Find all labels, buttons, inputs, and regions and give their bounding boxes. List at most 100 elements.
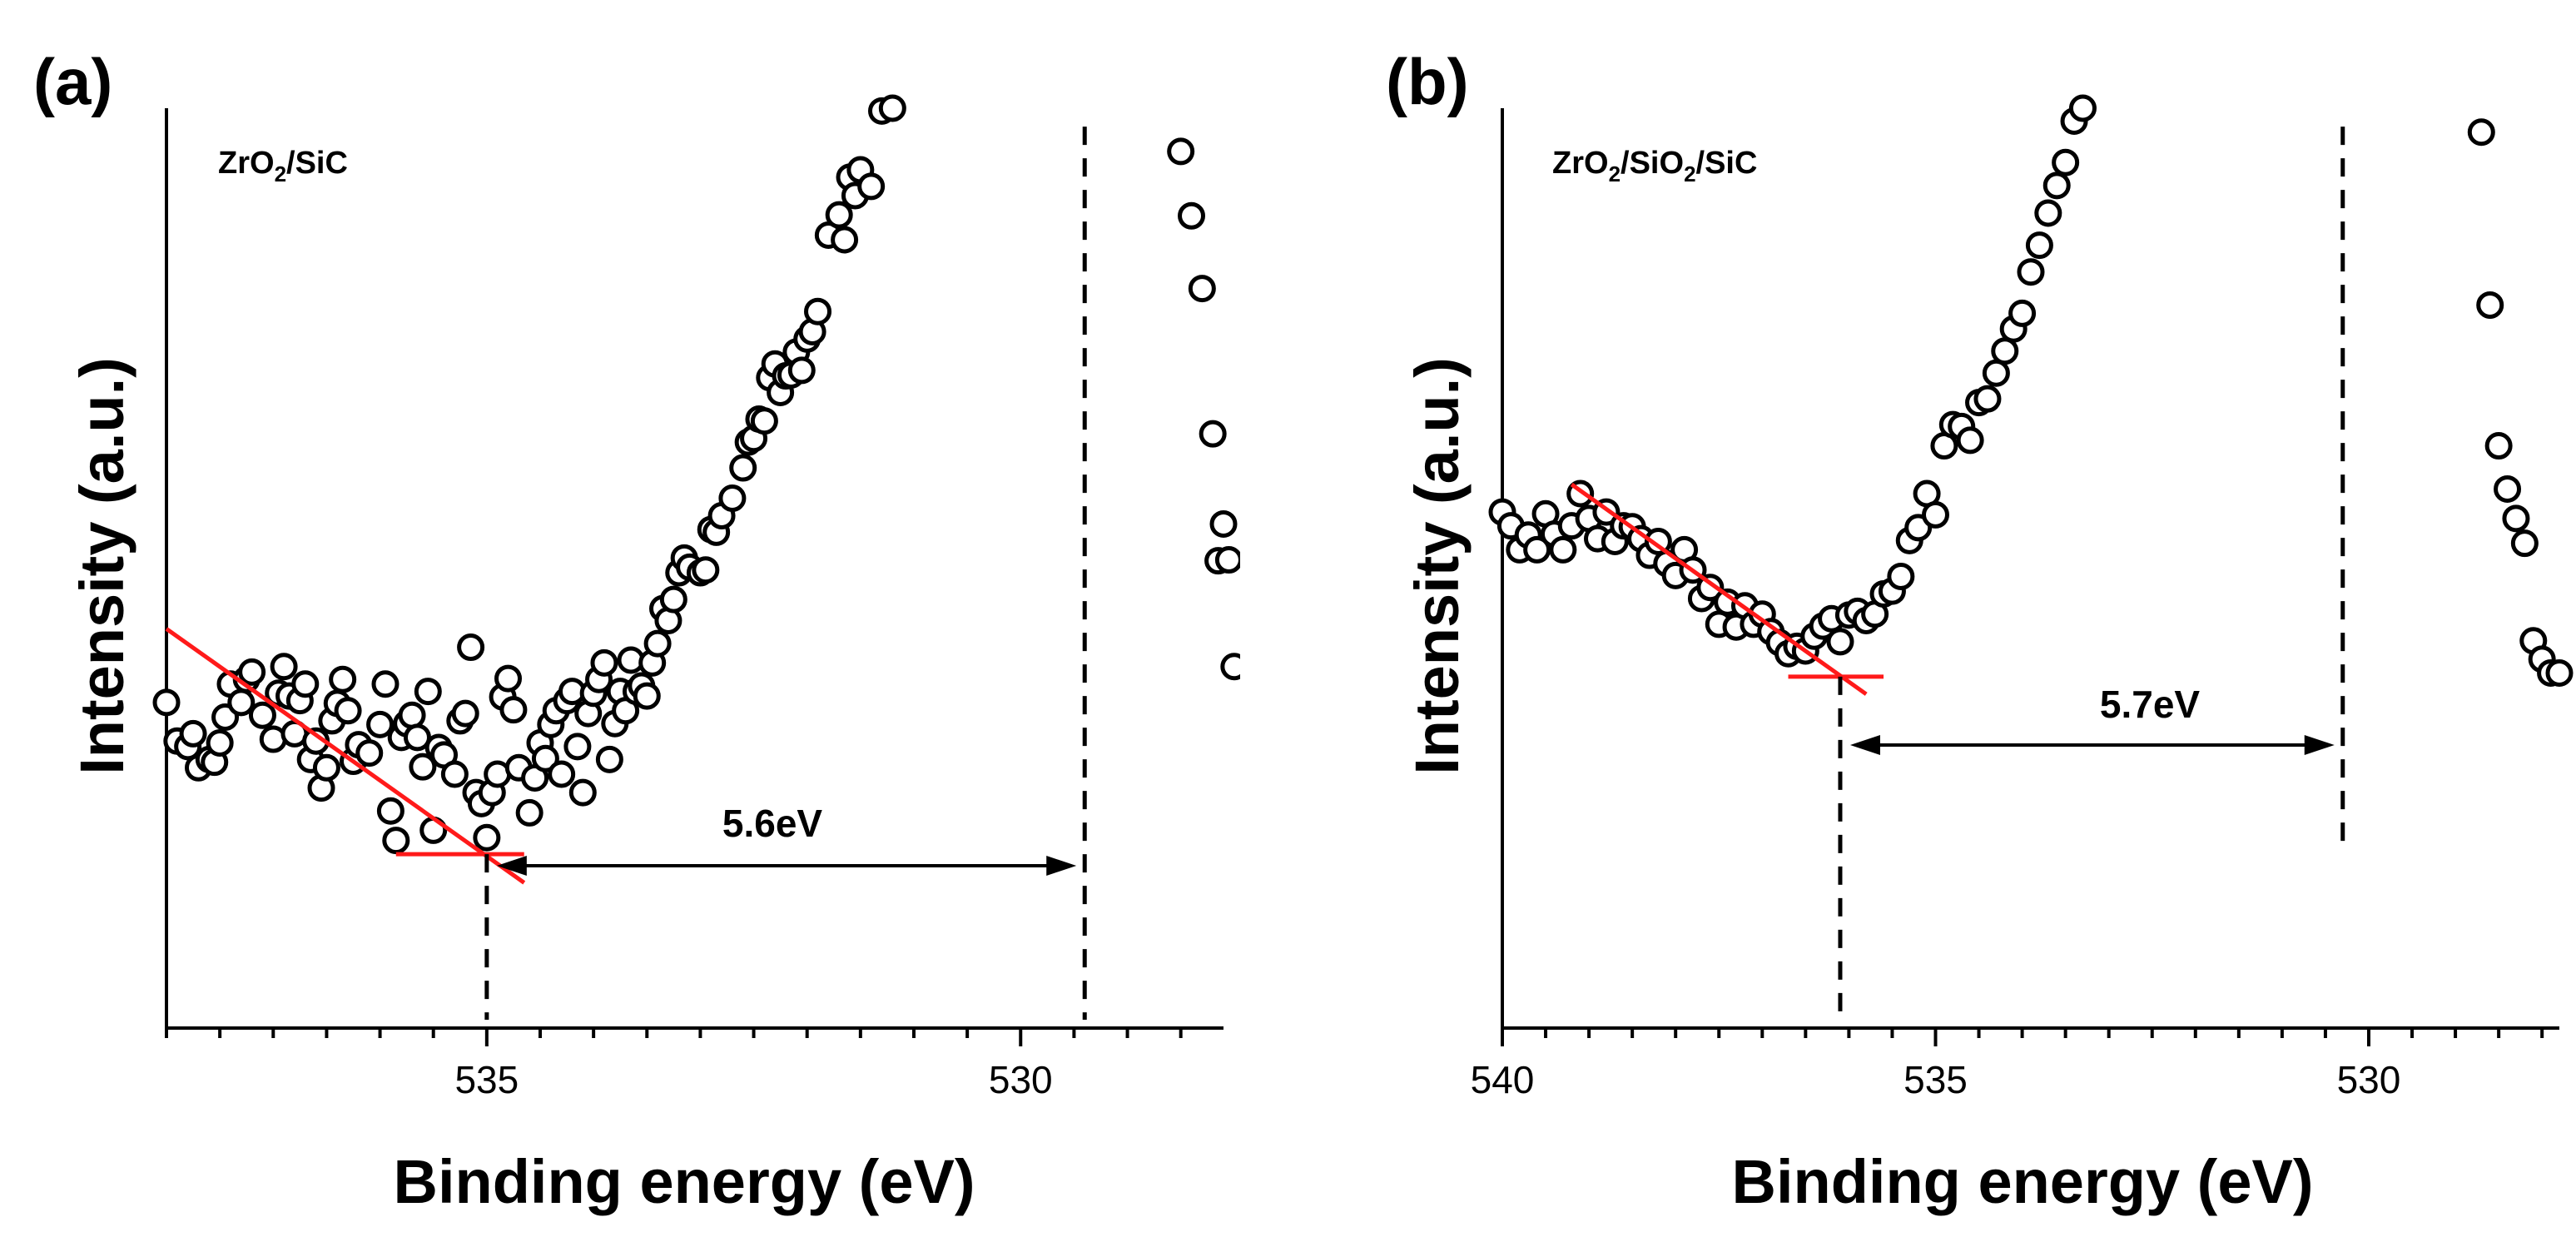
panel-b-xlabel: Binding energy (eV) <box>1732 1147 2314 1216</box>
panel-b-sample-part1: ZrO <box>1552 146 1609 181</box>
panel-a-data-point <box>371 670 400 698</box>
panel-a-data-point <box>787 356 816 385</box>
panel-a: (a) ZrO2/SiC Intensity (a.u.) Binding en… <box>33 45 1240 1216</box>
panel-b-data-point <box>1826 628 1854 656</box>
panel-a-ylabel: Intensity (a.u.) <box>67 357 136 775</box>
panel-b-data-point <box>1973 385 2002 413</box>
panel-a-data-point <box>473 823 501 852</box>
panel-a-data-point <box>878 94 906 122</box>
panel-b-x-tick-label: 535 <box>1903 1058 1968 1101</box>
panel-a-gap-arrowhead-right <box>1046 856 1077 876</box>
panel-a-data-point <box>1199 420 1227 448</box>
panel-a-data-point <box>403 723 431 752</box>
panel-a-data-point <box>398 701 426 729</box>
panel-a-data-point <box>499 696 528 724</box>
panel-b-sample-rest: /SiC <box>1696 146 1758 181</box>
panel-b-data-point <box>2467 118 2495 147</box>
panel-a-data-point <box>659 585 687 614</box>
panel-a-data-point <box>825 201 853 229</box>
panel-a-data-point <box>633 682 661 710</box>
panel-a-data-point <box>248 701 276 729</box>
panel-a-x-tick-label: 530 <box>989 1058 1053 1101</box>
panel-a-data-point <box>152 688 181 717</box>
panel-a-data-point <box>515 798 543 827</box>
panel-b-sample-sub2: 2 <box>1684 161 1695 186</box>
panel-a-data-point <box>531 744 559 773</box>
panel-b-plot-area: 540 535 530 <box>1471 94 2574 1101</box>
panel-b-sample-label: ZrO2/SiO2/SiC <box>1552 146 1757 186</box>
panel-a-sample-sub1: 2 <box>275 161 286 186</box>
panel-a-sample-label: ZrO2/SiC <box>218 146 348 186</box>
panel-b-data-point <box>1549 535 1577 564</box>
panel-a-data-point <box>238 658 266 686</box>
panel-a-x-tick-label: 535 <box>454 1058 519 1101</box>
panel-b-data-point <box>1956 426 1984 455</box>
panel-b-label: (b) <box>1386 45 1469 118</box>
panel-b-data-point <box>1991 337 2019 365</box>
panel-a-data-point <box>595 745 623 773</box>
panel-a-fit-line <box>165 627 526 885</box>
panel-a-data-point <box>227 688 256 717</box>
panel-a-data-point <box>548 760 576 788</box>
panel-a-data-point <box>750 407 778 435</box>
panel-a-data-point <box>729 454 757 482</box>
panel-b-data-point <box>1887 562 1915 590</box>
panel-a-data-point <box>376 797 405 825</box>
panel-b-data-point <box>2025 231 2053 260</box>
panel-b-data-point <box>2052 148 2080 176</box>
panel-a-data-point <box>451 699 479 728</box>
panel-b-data-point <box>2017 258 2045 286</box>
panel-a-sample-rest: /SiC <box>286 146 348 181</box>
panel-a-gap-arrowhead-left <box>496 856 527 876</box>
panel-b-sample-mid: /SiO <box>1621 146 1684 181</box>
panel-a-data-point <box>1214 546 1240 574</box>
panel-a-plot-area: 535 530 <box>152 94 1240 1101</box>
panel-b-data-point <box>2068 94 2097 122</box>
panel-a-data-point <box>291 670 320 698</box>
panel-a-data-point <box>1167 137 1195 166</box>
panel-b-data-point <box>2545 658 2574 687</box>
panel-a-data-point <box>206 728 234 757</box>
panel-b-data-point <box>2034 199 2062 227</box>
panel-a-data-point <box>179 719 207 748</box>
panel-a-points <box>152 94 1240 855</box>
panel-a-data-point <box>1178 201 1206 230</box>
panel-a-data-point <box>382 827 410 855</box>
panel-b-points <box>1488 94 2574 687</box>
panel-a-data-point <box>494 664 523 693</box>
panel-b-gap-label: 5.7eV <box>2100 683 2201 726</box>
panel-a-data-point <box>334 697 362 725</box>
panel-a-data-point <box>718 484 747 513</box>
panel-a-data-point <box>312 753 340 782</box>
panel-a-xlabel: Binding energy (eV) <box>394 1147 975 1216</box>
panel-b-data-point <box>2042 171 2071 200</box>
panel-b-x-tick-label: 530 <box>2337 1058 2401 1101</box>
panel-b-data-point <box>1982 359 2010 387</box>
panel-b-data-point <box>2476 291 2504 319</box>
panel-b-data-point <box>2494 474 2522 503</box>
panel-a-data-point <box>1188 275 1216 303</box>
panel-b-data-point <box>2510 529 2539 558</box>
panel-b-ylabel: Intensity (a.u.) <box>1402 357 1472 775</box>
panel-b-gap-arrowhead-left <box>1849 735 1880 755</box>
panel-b-fit-line <box>1570 482 1868 696</box>
panel-a-data-point <box>440 760 469 788</box>
panel-a-data-point <box>692 556 720 584</box>
panel-a-data-point <box>857 172 886 201</box>
panel-a-data-point <box>329 665 357 693</box>
panel-b-data-point <box>1921 500 1949 529</box>
panel-a-data-point <box>414 678 442 706</box>
panel-b-data-point <box>1523 535 1551 564</box>
panel-a-data-point <box>643 629 672 658</box>
panel-a-data-point <box>270 653 298 681</box>
panel-b-data-point <box>2484 432 2513 460</box>
panel-a-data-point <box>563 733 592 761</box>
panel-b-gap-arrowhead-right <box>2304 735 2335 755</box>
panel-b: (b) ZrO2/SiO2/SiC Intensity (a.u.) Bindi… <box>1386 45 2574 1216</box>
panel-a-data-point <box>457 633 485 662</box>
panel-b-sample-sub1: 2 <box>1609 161 1621 186</box>
panel-a-data-point <box>568 778 597 807</box>
panel-a-data-point <box>1209 509 1238 538</box>
panel-b-data-point <box>1696 574 1725 602</box>
